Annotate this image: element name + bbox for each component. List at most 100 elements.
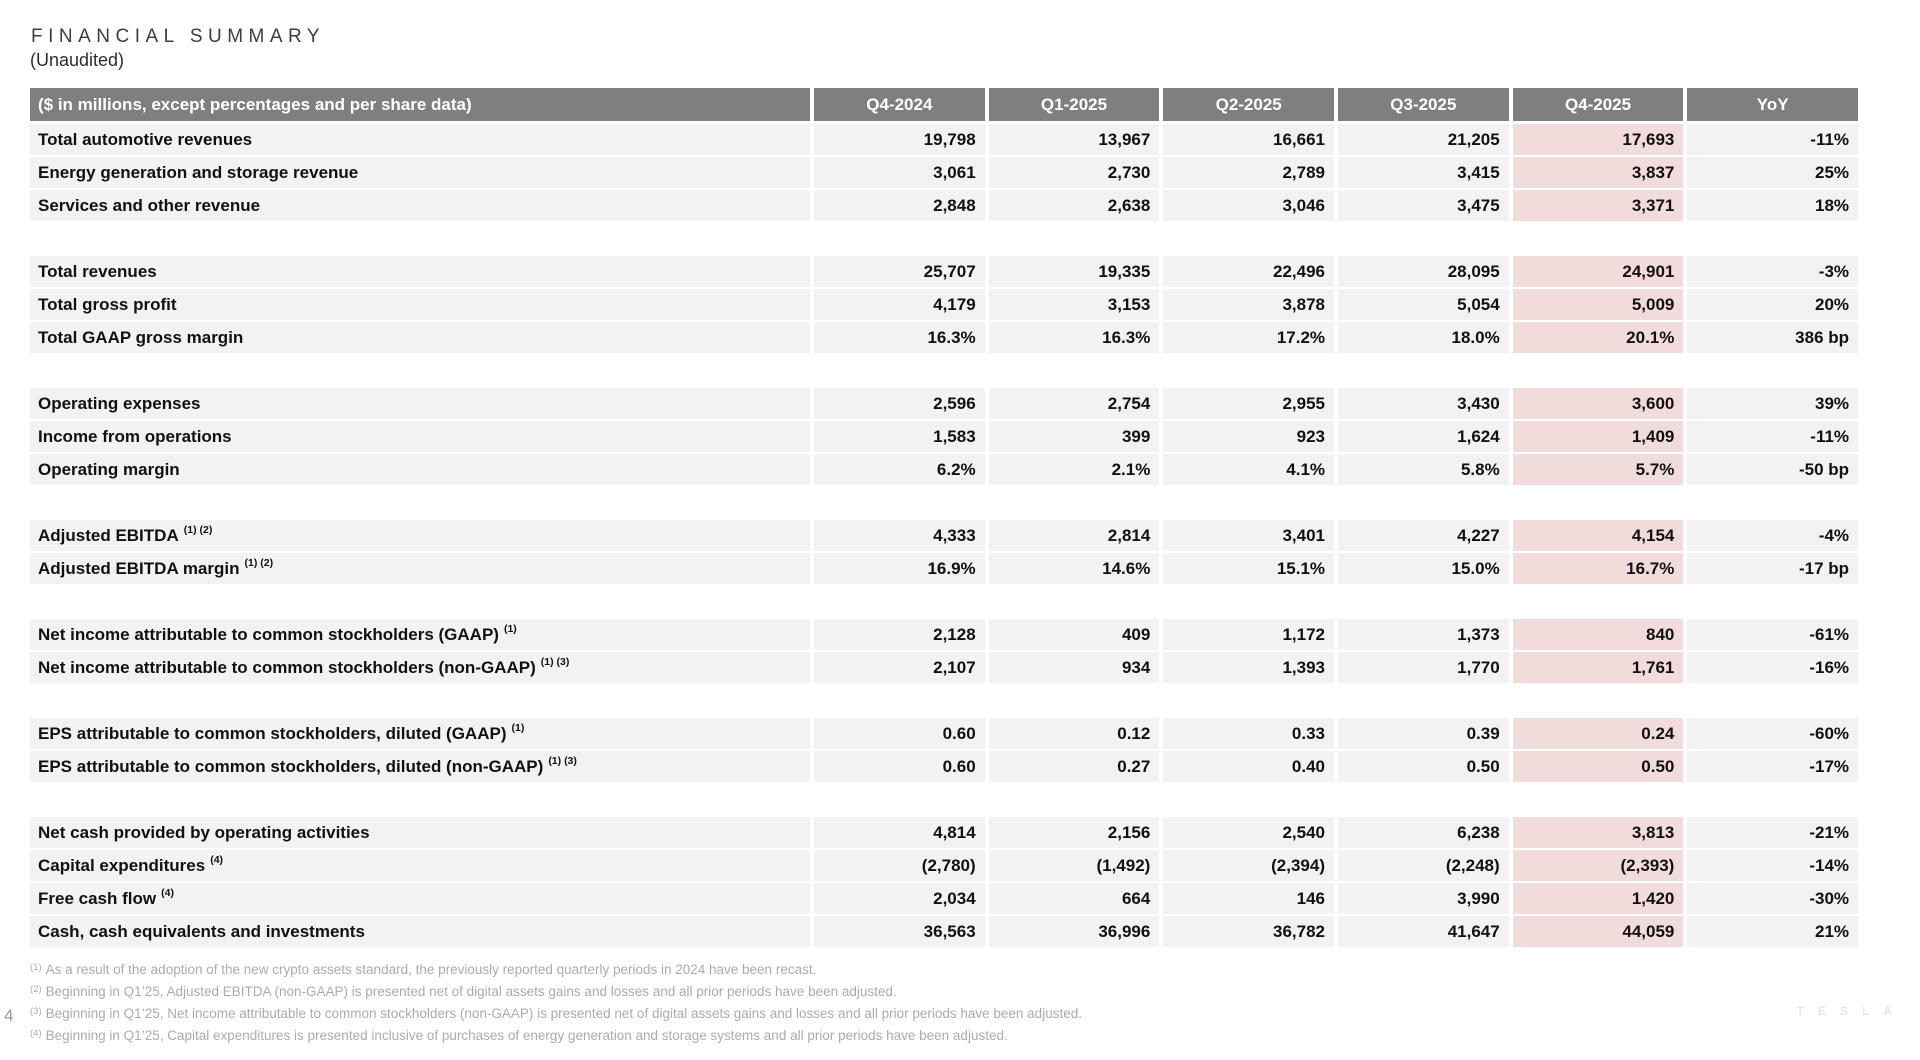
footnote-marker: (1) (3) [548, 754, 577, 767]
value-cell: 2,789 [1163, 157, 1335, 188]
row-label-text: Capital expenditures [38, 855, 206, 875]
table-row: EPS attributable to common stockholders,… [30, 751, 1859, 782]
footnote-marker: (1) (2) [183, 523, 213, 536]
value-cell: 3,415 [1338, 157, 1509, 188]
value-cell: (2,780) [814, 850, 985, 881]
value-cell: 4,179 [814, 289, 985, 320]
value-cell: 2,638 [988, 190, 1160, 221]
row-label-text: Operating margin [38, 459, 180, 479]
value-cell: 0.60 [814, 751, 985, 782]
footnote-line: (4) Beginning in Q1’25, Capital expenditu… [30, 1025, 1082, 1047]
value-cell: -17 bp [1687, 553, 1859, 584]
row-label-text: Operating expenses [38, 393, 201, 413]
value-cell: 2,107 [814, 652, 985, 683]
value-cell: 15.0% [1338, 553, 1509, 584]
footnote-marker: (1) [511, 721, 525, 734]
row-label: Total GAAP gross margin [30, 322, 810, 353]
row-label: EPS attributable to common stockholders,… [30, 718, 810, 749]
value-cell: 3,061 [814, 157, 985, 188]
value-cell: 41,647 [1338, 916, 1509, 947]
column-header-q4-2024: Q4-2024 [814, 88, 985, 121]
table-row: Net income attributable to common stockh… [30, 619, 1859, 650]
value-cell: 36,782 [1163, 916, 1335, 947]
footnote-number: (2) [30, 984, 42, 995]
value-cell: 36,996 [988, 916, 1160, 947]
row-label: Cash, cash equivalents and investments [30, 916, 810, 947]
value-cell: 22,496 [1163, 256, 1335, 287]
value-cell: 0.50 [1338, 751, 1509, 782]
table-row: Income from operations 1,583 399 923 1,624 1,… [30, 421, 1859, 452]
table-row: Services and other revenue 2,848 2,638 3,04… [30, 190, 1859, 221]
footnote-number: (1) [30, 962, 42, 973]
value-cell: (1,492) [988, 850, 1160, 881]
value-cell: 1,393 [1163, 652, 1335, 683]
section-spacer [30, 223, 1858, 256]
table-row: Net income attributable to common stockh… [30, 652, 1859, 683]
value-cell: 20.1% [1512, 322, 1684, 353]
value-cell: 0.12 [988, 718, 1160, 749]
section-spacer [30, 355, 1858, 388]
table-row: Total revenues 25,707 19,335 22,496 28,095 24… [30, 256, 1859, 287]
financial-summary-table: ($ in millions, except percentages and p… [30, 88, 1859, 949]
value-cell: 0.40 [1163, 751, 1335, 782]
value-cell: 0.27 [988, 751, 1160, 782]
table-row: Total gross profit 4,179 3,153 3,878 5,054 5,… [30, 289, 1859, 320]
footnote-number: (3) [30, 1006, 42, 1017]
value-cell: 146 [1163, 883, 1335, 914]
table-body: Total automotive revenues 19,798 13,967 16,… [30, 124, 1859, 947]
value-cell: (2,248) [1338, 850, 1509, 881]
value-cell: -4% [1687, 520, 1859, 551]
value-cell: 1,373 [1338, 619, 1509, 650]
row-label: Adjusted EBITDA (1) (2) [30, 520, 810, 551]
column-header-q3-2025: Q3-2025 [1338, 88, 1509, 121]
section-spacer [30, 586, 1858, 619]
table-row: Cash, cash equivalents and investments 36… [30, 916, 1859, 947]
value-cell: 386 bp [1687, 322, 1859, 353]
footnote-marker: (4) [161, 886, 174, 899]
row-label: Adjusted EBITDA margin (1) (2) [30, 553, 810, 584]
row-label: EPS attributable to common stockholders,… [30, 751, 810, 782]
value-cell: 1,624 [1338, 421, 1509, 452]
value-cell: -11% [1687, 124, 1859, 155]
table-row: EPS attributable to common stockholders,… [30, 718, 1859, 749]
footnote-text: As a result of the adoption of the new c… [45, 962, 817, 977]
value-cell: 2,814 [988, 520, 1160, 551]
table-row: Operating margin 6.2% 2.1% 4.1% 5.8% 5.7% -50 … [30, 454, 1859, 485]
value-cell: 19,335 [988, 256, 1160, 287]
row-label: Free cash flow (4) [30, 883, 810, 914]
row-label-text: Adjusted EBITDA margin [38, 558, 240, 578]
value-cell: 664 [988, 883, 1160, 914]
value-cell: -50 bp [1687, 454, 1859, 485]
value-cell: 16.3% [814, 322, 985, 353]
value-cell: 6.2% [814, 454, 985, 485]
value-cell: 16.7% [1512, 553, 1684, 584]
row-label: Energy generation and storage revenue [30, 157, 810, 188]
value-cell: 3,401 [1163, 520, 1335, 551]
row-label-text: Total gross profit [38, 294, 177, 314]
value-cell: -21% [1687, 817, 1859, 848]
value-cell: 3,475 [1338, 190, 1509, 221]
row-label: Net income attributable to common stockh… [30, 619, 810, 650]
footnote-line: (3) Beginning in Q1’25, Net income attrib… [30, 1003, 1082, 1025]
value-cell: 3,878 [1163, 289, 1335, 320]
footnote-marker: (4) [210, 853, 224, 866]
value-cell: 13,967 [988, 124, 1160, 155]
value-cell: 2,848 [814, 190, 985, 221]
row-label: Net income attributable to common stockh… [30, 652, 810, 683]
value-cell: 5,009 [1512, 289, 1684, 320]
value-cell: 934 [988, 652, 1160, 683]
row-label: Capital expenditures (4) [30, 850, 810, 881]
page-title: FINANCIAL SUMMARY [31, 26, 326, 47]
row-label: Total automotive revenues [30, 124, 810, 155]
row-label-text: Energy generation and storage revenue [38, 162, 359, 182]
value-cell: 19,798 [814, 124, 985, 155]
value-cell: 21,205 [1338, 124, 1509, 155]
row-label-text: Services and other revenue [38, 195, 261, 215]
value-cell: 4,154 [1512, 520, 1684, 551]
row-label-text: EPS attributable to common stockholders,… [38, 756, 544, 776]
row-label: Operating expenses [30, 388, 810, 419]
value-cell: 3,430 [1338, 388, 1509, 419]
row-label: Income from operations [30, 421, 810, 452]
value-cell: 4,814 [814, 817, 985, 848]
